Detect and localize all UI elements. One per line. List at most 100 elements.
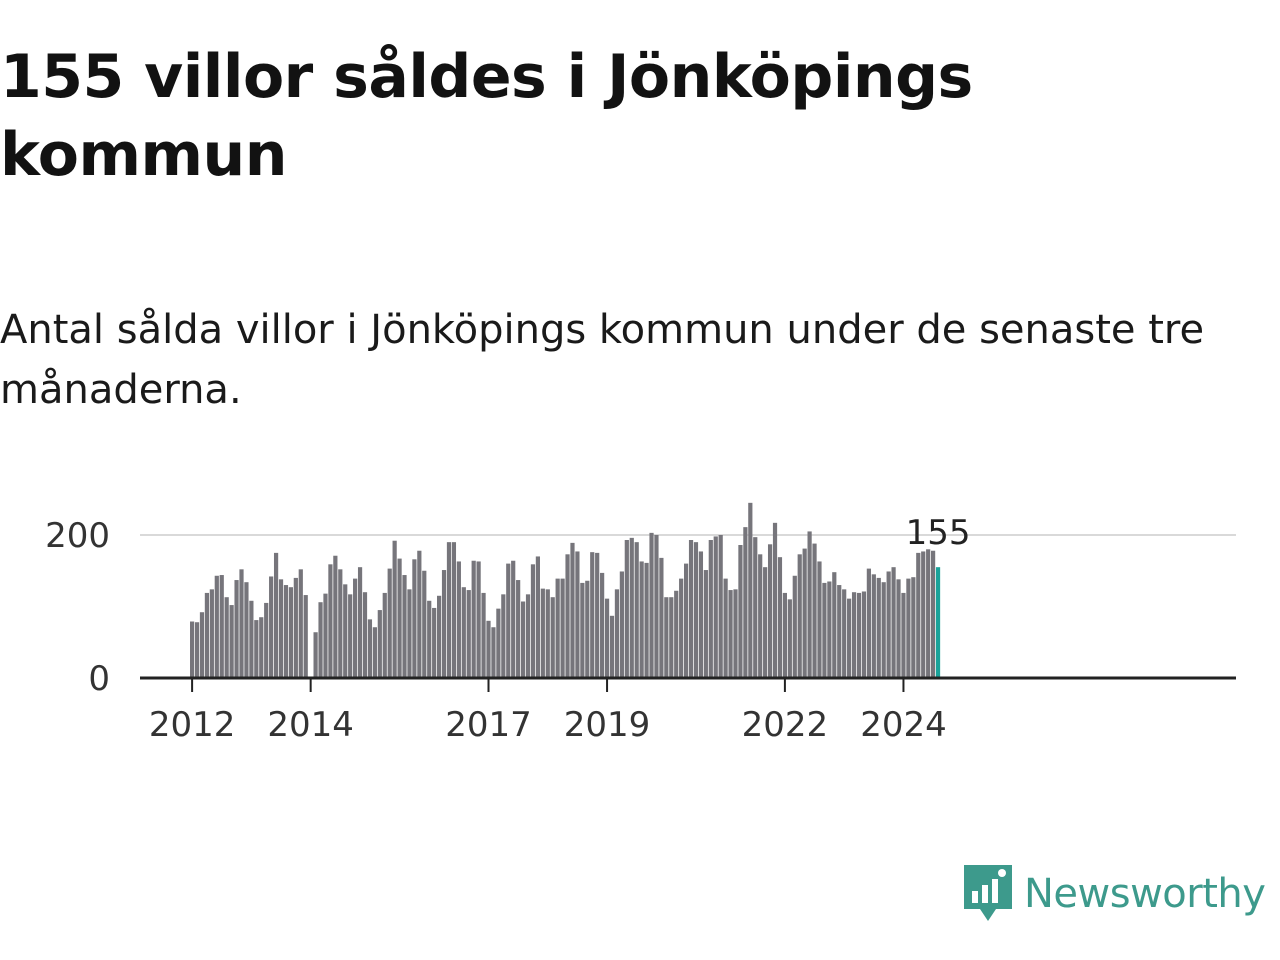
bar [387, 568, 392, 678]
bar [901, 592, 906, 678]
bar [555, 578, 560, 678]
bar [219, 575, 224, 678]
bar [254, 620, 259, 678]
bar [847, 598, 852, 678]
bar [214, 575, 219, 678]
bar [491, 627, 496, 678]
bar [298, 569, 303, 678]
bar [540, 588, 545, 679]
bar [792, 575, 797, 678]
bar [516, 580, 521, 678]
bar [693, 542, 699, 678]
bar [437, 595, 442, 678]
bar [684, 563, 689, 678]
bar [545, 589, 550, 678]
bar [856, 592, 862, 678]
bar [278, 579, 284, 678]
bar [654, 535, 659, 678]
bar [713, 536, 718, 678]
bar [842, 589, 847, 678]
bar [767, 544, 773, 678]
bar [639, 561, 644, 678]
bar [644, 562, 649, 678]
bar [659, 557, 664, 678]
x-tick-label: 2012 [149, 705, 236, 745]
bar [718, 535, 723, 678]
bar [832, 572, 837, 678]
bar [822, 582, 827, 678]
bar [441, 570, 447, 678]
bar [565, 554, 570, 678]
bar [234, 580, 239, 678]
bar [353, 578, 358, 678]
bar [777, 557, 783, 678]
bar [427, 600, 432, 678]
newsworthy-logo-icon [964, 865, 1012, 921]
bar [570, 542, 575, 678]
bar [698, 551, 704, 678]
bar [333, 555, 338, 678]
bar [382, 592, 387, 678]
bar [649, 532, 654, 678]
bar [323, 593, 328, 678]
bar [723, 578, 728, 678]
y-tick-label: 0 [88, 659, 110, 699]
bar [688, 540, 694, 678]
bar [535, 556, 540, 678]
bar [293, 577, 298, 678]
bar [392, 540, 397, 678]
bar [609, 615, 615, 678]
bar [738, 545, 743, 678]
bar [407, 589, 412, 678]
axis-layer [140, 676, 1236, 692]
bar [629, 537, 634, 678]
y-tick-label: 200 [45, 516, 110, 556]
bar [595, 552, 600, 679]
bar [471, 560, 476, 678]
chart-subtitle: Antal sålda villor i Jönköpings kommun u… [0, 307, 1205, 413]
bar [896, 579, 901, 678]
brand-name: Newsworthy [1024, 871, 1266, 917]
bar [318, 602, 323, 678]
bar [249, 600, 254, 678]
bar [669, 597, 674, 678]
bar [733, 589, 738, 678]
bar [476, 561, 481, 678]
bar [422, 570, 427, 678]
bar [224, 597, 229, 678]
bar [926, 549, 931, 678]
bar-chart: 0 200 2012 2014 2017 2019 2022 2024 155 [45, 502, 1236, 745]
bar [763, 567, 768, 678]
bar [372, 627, 377, 678]
bar [614, 589, 620, 678]
bar [377, 610, 382, 678]
bar [446, 542, 452, 678]
bar [634, 542, 639, 678]
bar [461, 587, 466, 678]
bar [209, 589, 214, 678]
bar [891, 567, 896, 678]
bar [807, 531, 812, 678]
bar [812, 543, 817, 678]
bar [600, 572, 605, 678]
bar [194, 622, 200, 678]
bar [906, 578, 911, 678]
bar [338, 569, 343, 678]
bar [911, 577, 916, 678]
bar [402, 575, 407, 678]
bar [190, 621, 195, 678]
bar [432, 607, 437, 678]
x-tick-label: 2014 [267, 705, 354, 745]
bar [367, 619, 373, 678]
bar [264, 602, 269, 678]
bar-latest [935, 567, 941, 678]
bar [851, 592, 857, 678]
bar [787, 599, 792, 678]
bar [619, 571, 624, 678]
label-layer: 0 200 2012 2014 2017 2019 2022 2024 155 [45, 513, 970, 745]
bar [283, 585, 289, 678]
bar [575, 551, 580, 678]
bar [817, 561, 822, 678]
bar [525, 594, 531, 678]
bar [259, 617, 264, 678]
